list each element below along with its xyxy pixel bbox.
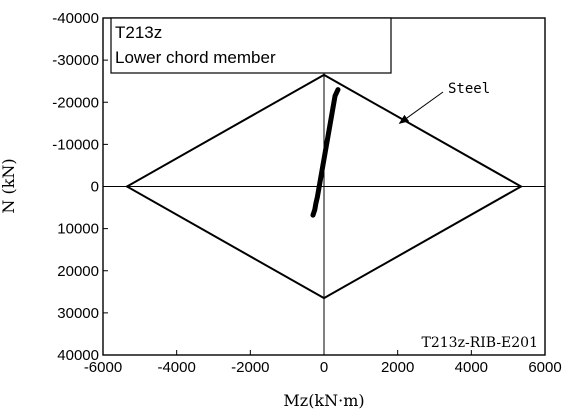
y-tick-label: -30000 [52,52,99,69]
x-tick-label: 4000 [455,359,488,376]
steel-interaction-envelope [124,73,524,300]
y-tick-label: 40000 [57,347,99,364]
legend-line-2: Lower chord member [115,48,276,67]
y-tick-label: 10000 [57,221,99,238]
steel-annotation-arrow [398,91,444,124]
y-axis-label: N (kN) [0,158,18,213]
steel-annotation-label: Steel [448,81,490,97]
y-tick-label: 20000 [57,263,99,280]
x-tick-label: -6000 [84,359,122,376]
x-axis-label: Mz(kN·m) [283,391,364,410]
y-tick-label: -20000 [52,94,99,111]
y-tick-label: 30000 [57,305,99,322]
x-tick-label: 2000 [381,359,414,376]
x-tick-label: 6000 [528,359,561,376]
member-force-trace [310,87,341,218]
y-tick-label: -10000 [52,136,99,153]
specimen-code-label: T213z-RIB-E201 [422,335,538,351]
legend-box: T213z Lower chord member [110,17,392,74]
legend-line-1: T213z [115,23,162,42]
x-tick-label: -2000 [231,359,269,376]
x-axis-ticks: -6000 -4000 -2000 0 2000 4000 6000 [84,350,562,376]
y-tick-label: -40000 [52,10,99,27]
x-tick-label: -4000 [157,359,195,376]
x-tick-label: 0 [320,359,328,376]
legend-frame [110,17,392,74]
y-axis-ticks: -40000 -30000 -20000 -10000 0 10000 20000 30000… [52,10,108,364]
y-tick-label: 0 [91,179,99,196]
